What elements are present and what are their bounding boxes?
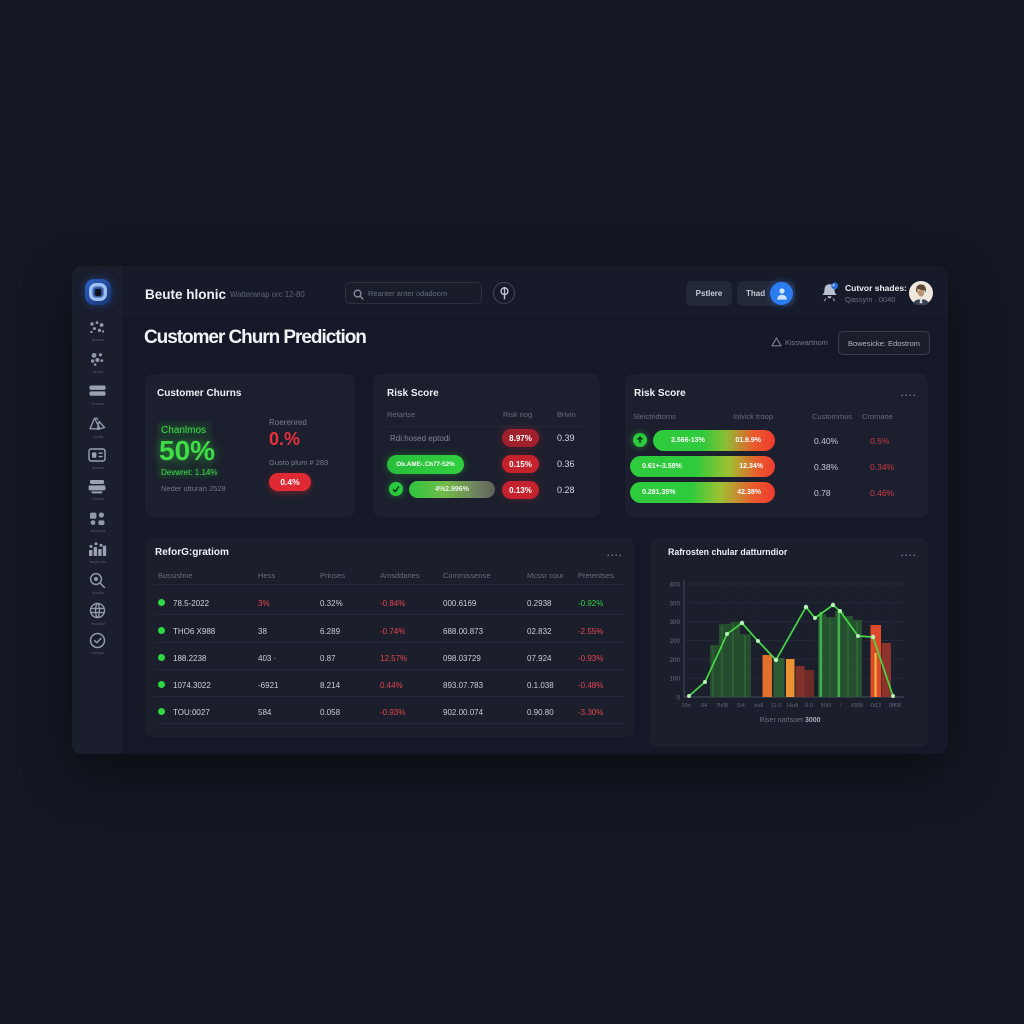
svg-text:0ff08: 0ff08 — [889, 703, 901, 709]
svg-text:8-0: 8-0 — [805, 703, 813, 709]
svg-text:300: 300 — [669, 600, 680, 607]
svg-text:14u8: 14u8 — [786, 703, 798, 709]
svg-text:11-0: 11-0 — [771, 703, 782, 709]
svg-text:200: 200 — [669, 657, 680, 664]
svg-text:400: 400 — [669, 582, 680, 589]
svg-text:7h08: 7h08 — [716, 703, 728, 709]
svg-text:50i3: 50i3 — [821, 703, 831, 709]
svg-text:Riser nartsoet 3000: Riser nartsoet 3000 — [759, 717, 820, 724]
svg-text:5/4: 5/4 — [737, 703, 745, 709]
svg-text:/: / — [840, 703, 842, 709]
svg-text:0: 0 — [676, 695, 680, 702]
svg-text:04: 04 — [701, 703, 707, 709]
svg-text:10o: 10o — [681, 703, 690, 709]
svg-text:4308: 4308 — [851, 703, 863, 709]
svg-text:100: 100 — [669, 676, 680, 683]
svg-text:200: 200 — [669, 638, 680, 645]
svg-text:hu8: hu8 — [754, 703, 763, 709]
svg-text:-0i13: -0i13 — [869, 703, 881, 709]
svg-text:300: 300 — [669, 619, 680, 626]
